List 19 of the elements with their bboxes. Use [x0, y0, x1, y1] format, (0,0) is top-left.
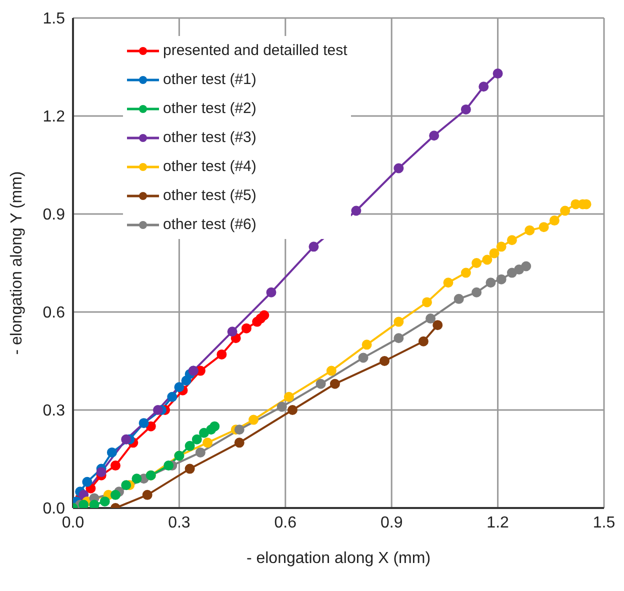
x-tick-label: 1.2 — [486, 514, 510, 532]
x-tick-label: 0.3 — [168, 514, 190, 532]
x-tick-label: 0.9 — [380, 514, 403, 532]
y-tick-label: 0.6 — [42, 304, 66, 322]
legend-label: other test (#4) — [163, 158, 256, 175]
legend-label: other test (#5) — [163, 187, 256, 204]
legend-label: other test (#6) — [163, 216, 256, 233]
legend-label: other test (#2) — [163, 100, 256, 117]
x-tick-label: 1.5 — [592, 514, 616, 532]
x-tick-label: 0.6 — [274, 514, 297, 532]
legend-label: other test (#1) — [163, 71, 256, 88]
y-tick-label: 0.9 — [42, 206, 66, 224]
y-tick-label: 1.5 — [42, 10, 66, 28]
x-axis-title: - elongation along X (mm) — [246, 550, 431, 567]
y-tick-label: 1.2 — [42, 108, 66, 126]
y-tick-label: 0.3 — [42, 402, 66, 420]
y-axis-title: - elongation along Y (mm) — [8, 171, 26, 355]
legend-label: other test (#3) — [163, 129, 256, 146]
legend-label: presented and detailled test — [163, 42, 348, 59]
